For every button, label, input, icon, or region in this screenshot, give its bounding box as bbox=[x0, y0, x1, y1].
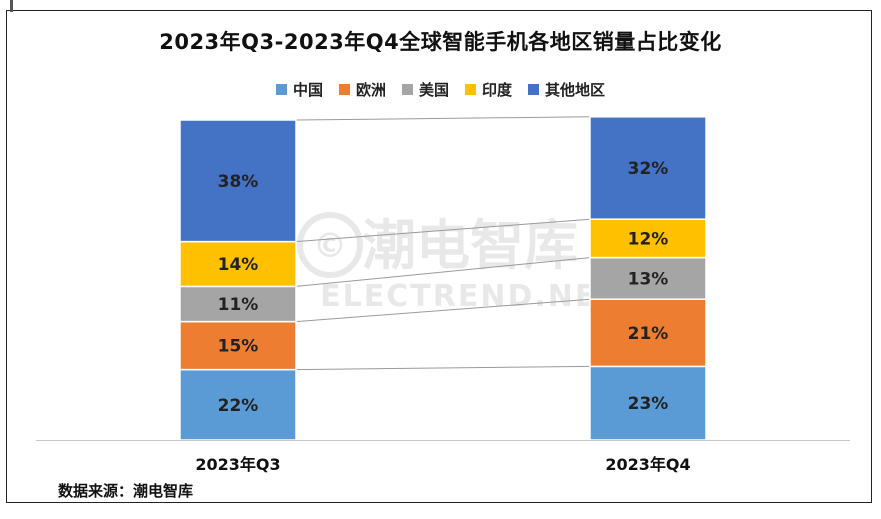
bar-segment bbox=[589, 256, 707, 300]
legend-swatch bbox=[401, 84, 413, 95]
data-label: 12% bbox=[628, 229, 669, 249]
legend-label: 美国 bbox=[418, 81, 449, 99]
series-line bbox=[295, 257, 591, 287]
watermark-symbol: © bbox=[313, 226, 347, 266]
data-label: 11% bbox=[218, 295, 259, 315]
chart-title: 2023年Q3-2023年Q4全球智能手机各地区销量占比变化 bbox=[159, 30, 722, 54]
bar-segment bbox=[179, 119, 297, 243]
data-label: 21% bbox=[628, 324, 669, 344]
legend-swatch bbox=[275, 84, 287, 95]
legend-item: 欧洲 bbox=[338, 79, 386, 100]
bar-segment bbox=[589, 298, 707, 368]
bar-segment bbox=[179, 320, 297, 371]
legend-item: 其他地区 bbox=[528, 79, 605, 100]
data-label: 32% bbox=[628, 159, 669, 179]
legend-label: 其他地区 bbox=[545, 81, 606, 99]
legend-swatch bbox=[465, 84, 476, 95]
data-label: 38% bbox=[218, 172, 259, 192]
category-label: 2023年Q3 bbox=[195, 455, 280, 474]
legend-label: 欧洲 bbox=[355, 81, 386, 99]
series-line bbox=[295, 218, 591, 243]
series-line bbox=[295, 365, 591, 371]
data-label: 23% bbox=[628, 394, 669, 414]
data-label: 13% bbox=[628, 269, 669, 289]
legend-swatch bbox=[338, 84, 350, 95]
bar-segment bbox=[179, 368, 297, 441]
chart-legend: 中国 欧洲 美国 印度 其他地区 bbox=[0, 79, 881, 100]
legend-swatch bbox=[528, 84, 540, 95]
source-note: 数据来源：潮电智库 bbox=[58, 482, 194, 500]
watermark-logo-icon bbox=[297, 212, 363, 278]
data-label: 14% bbox=[218, 255, 259, 275]
bar-segment bbox=[179, 285, 297, 323]
bar-segment bbox=[589, 116, 707, 220]
bar-segment bbox=[589, 365, 707, 441]
series-line bbox=[295, 116, 591, 121]
watermark-text-cn: 潮电智库 bbox=[362, 214, 578, 277]
data-label: 15% bbox=[218, 337, 259, 357]
legend-item: 美国 bbox=[401, 79, 449, 100]
category-label: 2023年Q4 bbox=[605, 455, 690, 474]
chart-frame bbox=[6, 10, 872, 503]
data-label: 22% bbox=[218, 396, 259, 416]
legend-item: 印度 bbox=[465, 79, 512, 100]
legend-label: 印度 bbox=[482, 81, 513, 99]
legend-label: 中国 bbox=[292, 81, 323, 99]
corner-mark bbox=[10, 0, 13, 12]
bar-segment bbox=[589, 218, 707, 259]
series-line bbox=[295, 298, 591, 323]
legend-item: 中国 bbox=[275, 79, 323, 100]
